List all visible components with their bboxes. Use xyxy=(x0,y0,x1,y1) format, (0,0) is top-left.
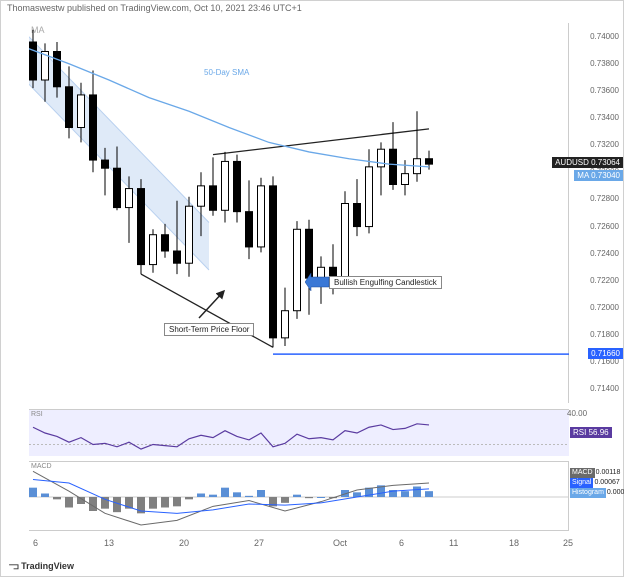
macd-label: MACD xyxy=(31,463,52,470)
price-chart[interactable]: MA 50-Day SMA Short-Term Price Floor Bul… xyxy=(29,23,569,403)
rsi-label: RSI xyxy=(31,411,43,418)
tv-logo-text: TradingView xyxy=(21,561,74,571)
tradingview-logo: ⫎ TradingView xyxy=(9,561,74,572)
price-chart-svg xyxy=(29,23,569,403)
annotation-floor: Short-Term Price Floor xyxy=(164,323,254,336)
rsi-yaxis: 40.00 xyxy=(567,409,623,455)
time-xaxis: 6132027Oct6111825 xyxy=(29,536,569,552)
publish-header: Thomaswestw published on TradingView.com… xyxy=(7,3,302,13)
sma-annotation: 50-Day SMA xyxy=(204,68,249,77)
macd-yaxis xyxy=(567,461,623,531)
ma-watermark: MA xyxy=(31,25,45,35)
rsi-svg xyxy=(29,410,569,456)
chart-root: Thomaswestw published on TradingView.com… xyxy=(0,0,624,577)
macd-panel[interactable]: MACD MACD0.00118Signal0.00067Histogram0.… xyxy=(29,461,569,531)
price-yaxis: 0.714000.716000.718000.720000.722000.724… xyxy=(567,23,623,403)
annotation-bullish: Bullish Engulfing Candlestick xyxy=(329,276,442,289)
arrow-floor-icon xyxy=(194,283,234,323)
arrow-bullish-icon xyxy=(305,273,331,291)
macd-svg xyxy=(29,462,569,532)
rsi-panel[interactable]: RSI RSI 56.96 xyxy=(29,409,569,455)
